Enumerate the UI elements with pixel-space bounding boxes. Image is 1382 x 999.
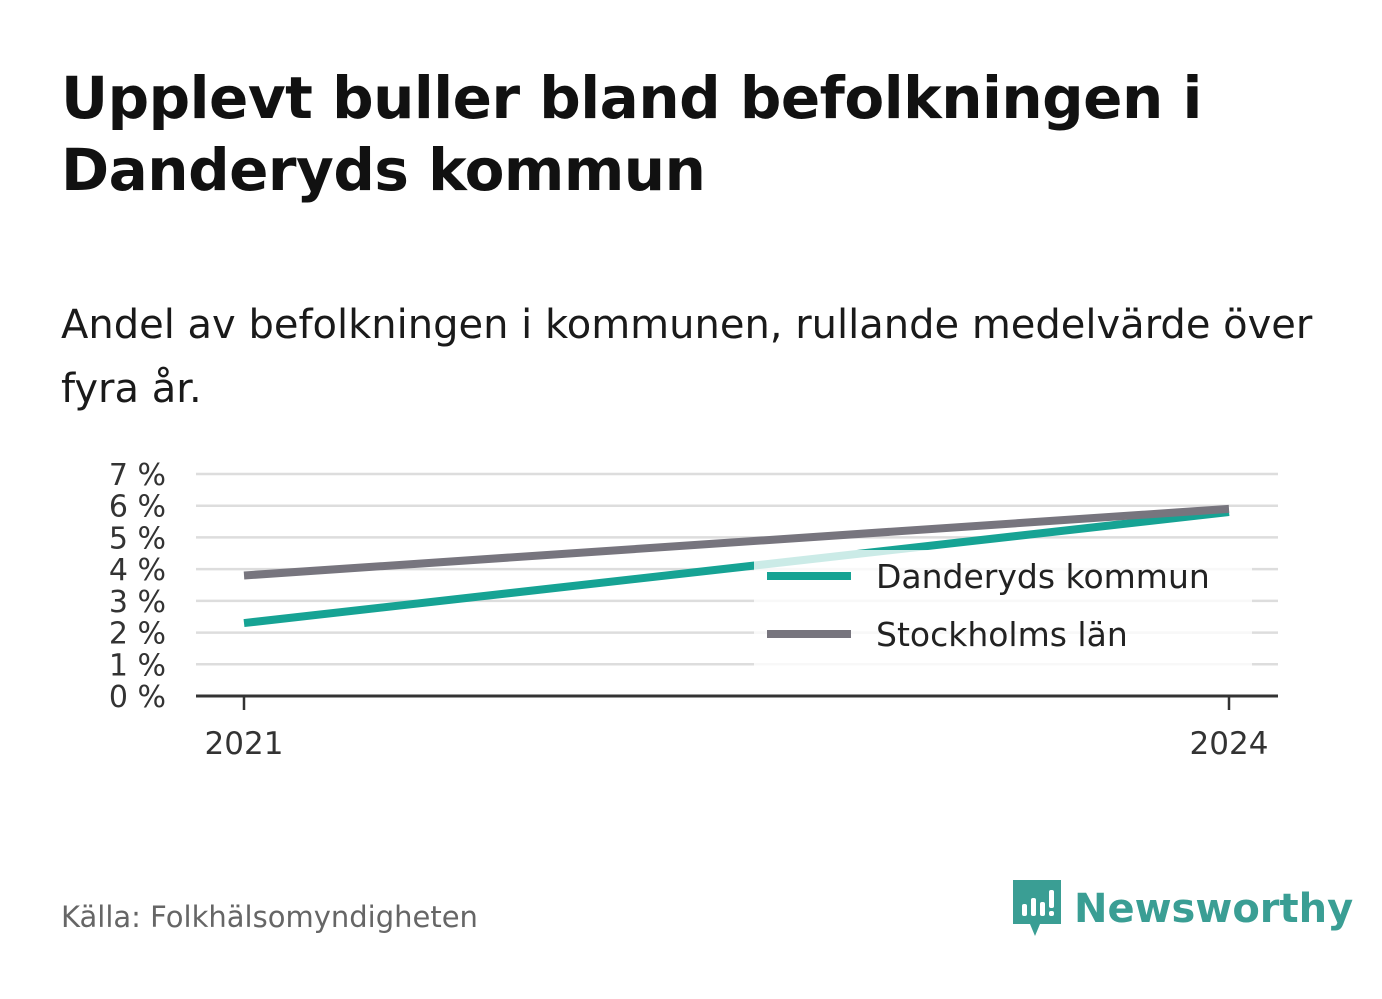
newsworthy-logo-icon [1013, 880, 1061, 936]
x-tick-label: 2021 [205, 726, 284, 762]
x-tick-label: 2024 [1190, 726, 1269, 762]
brand-logo: Newsworthy [1010, 878, 1353, 940]
y-axis-ticks: 0 %1 %2 %3 %4 %5 %6 %7 % [109, 458, 166, 715]
legend-label: Stockholms län [876, 615, 1128, 654]
brand-name: Newsworthy [1074, 886, 1354, 932]
y-tick-label: 4 % [109, 553, 166, 588]
legend: Danderyds kommun Stockholms län [754, 550, 1252, 668]
y-tick-label: 1 % [109, 648, 166, 683]
source-note: Källa: Folkhälsomyndigheten [61, 900, 478, 934]
series-lines [243, 504, 1230, 628]
series-line-2 [243, 504, 1230, 580]
line-chart: 0 %1 %2 %3 %4 %5 %6 %7 % 2021 2024 Dander… [109, 458, 1278, 762]
y-tick-label: 3 % [109, 585, 166, 620]
chart-subtitle: Andel av befolkningen i kommunen, rullan… [61, 302, 1313, 412]
chart-title: Upplevt buller bland befolkningen i Dand… [61, 64, 1202, 204]
y-tick-label: 0 % [109, 680, 166, 715]
series-line-1 [243, 508, 1230, 628]
y-tick-label: 7 % [109, 458, 166, 493]
legend-background [754, 550, 1252, 668]
x-axis-ticks: 2021 2024 [205, 696, 1269, 762]
legend-label: Danderyds kommun [876, 557, 1210, 596]
y-tick-label: 5 % [109, 521, 166, 556]
y-tick-label: 6 % [109, 490, 166, 525]
y-tick-label: 2 % [109, 617, 166, 652]
